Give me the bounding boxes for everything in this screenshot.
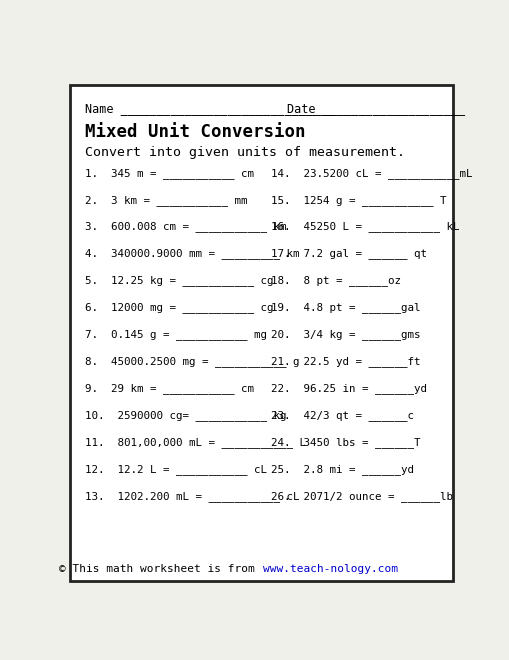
Text: 7.  0.145 g = ___________ mg: 7. 0.145 g = ___________ mg bbox=[86, 329, 267, 341]
Text: 6.  12000 mg = ___________ cg: 6. 12000 mg = ___________ cg bbox=[86, 302, 273, 314]
Text: www.teach-nology.com: www.teach-nology.com bbox=[263, 564, 397, 574]
Text: 3.  600.008 cm = ___________ km: 3. 600.008 cm = ___________ km bbox=[86, 222, 287, 232]
Text: 20.  3/4 kg = ______gms: 20. 3/4 kg = ______gms bbox=[271, 329, 420, 341]
Text: 26.  2071/2 ounce = ______lb: 26. 2071/2 ounce = ______lb bbox=[271, 491, 453, 502]
Text: 17.  7.2 gal = ______ qt: 17. 7.2 gal = ______ qt bbox=[271, 249, 427, 259]
Text: 24.  3450 lbs = ______T: 24. 3450 lbs = ______T bbox=[271, 437, 420, 448]
Text: 19.  4.8 pt = ______gal: 19. 4.8 pt = ______gal bbox=[271, 302, 420, 314]
Text: © This math worksheet is from: © This math worksheet is from bbox=[59, 564, 261, 574]
Text: 18.  8 pt = ______oz: 18. 8 pt = ______oz bbox=[271, 275, 401, 286]
Text: 21.  22.5 yd = ______ft: 21. 22.5 yd = ______ft bbox=[271, 356, 420, 367]
Text: 22.  96.25 in = ______yd: 22. 96.25 in = ______yd bbox=[271, 383, 427, 394]
Text: 25.  2.8 mi = ______yd: 25. 2.8 mi = ______yd bbox=[271, 464, 414, 475]
Text: 14.  23.5200 cL = ___________mL: 14. 23.5200 cL = ___________mL bbox=[271, 168, 472, 179]
Text: 23.  42/3 qt = ______c: 23. 42/3 qt = ______c bbox=[271, 411, 414, 421]
Text: 1.  345 m = ___________ cm: 1. 345 m = ___________ cm bbox=[86, 168, 254, 179]
Text: 5.  12.25 kg = ___________ cg: 5. 12.25 kg = ___________ cg bbox=[86, 275, 273, 286]
Text: 10.  2590000 cg= ___________ kg: 10. 2590000 cg= ___________ kg bbox=[86, 411, 287, 421]
Text: 4.  340000.9000 mm = _________ km: 4. 340000.9000 mm = _________ km bbox=[86, 249, 299, 259]
Text: 2.  3 km = ___________ mm: 2. 3 km = ___________ mm bbox=[86, 195, 247, 205]
Text: Date ____________________: Date ____________________ bbox=[287, 102, 464, 115]
Text: Mixed Unit Conversion: Mixed Unit Conversion bbox=[86, 123, 305, 141]
Text: Name ______________________________: Name ______________________________ bbox=[86, 102, 334, 115]
FancyBboxPatch shape bbox=[70, 85, 452, 581]
Text: 13.  1202.200 mL = ___________ cL: 13. 1202.200 mL = ___________ cL bbox=[86, 491, 299, 502]
Text: 11.  801,00,000 mL = ___________ L: 11. 801,00,000 mL = ___________ L bbox=[86, 437, 306, 448]
Text: 16.  45250 L = ___________ kL: 16. 45250 L = ___________ kL bbox=[271, 222, 459, 232]
Text: 9.  29 km = ___________ cm: 9. 29 km = ___________ cm bbox=[86, 383, 254, 394]
Text: 12.  12.2 L = ___________ cL: 12. 12.2 L = ___________ cL bbox=[86, 464, 267, 475]
Text: Convert into given units of measurement.: Convert into given units of measurement. bbox=[86, 146, 405, 159]
Text: 15.  1254 g = ___________ T: 15. 1254 g = ___________ T bbox=[271, 195, 446, 205]
Text: 8.  45000.2500 mg = ___________ g: 8. 45000.2500 mg = ___________ g bbox=[86, 356, 299, 367]
